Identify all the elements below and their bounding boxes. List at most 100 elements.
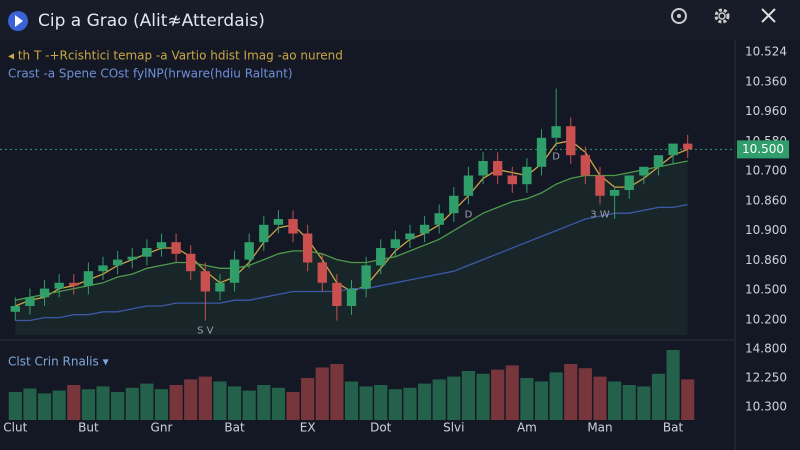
volume-axis-label: 12.250 [745,371,787,385]
candle-body [200,271,211,292]
close-button[interactable] [761,8,776,23]
volume-bar [608,381,622,420]
candle-body [376,248,386,266]
volume-bar [666,350,680,420]
volume-bar [8,392,22,420]
candle-body [361,265,371,289]
candle-body [390,239,401,248]
x-axis-label: Slvi [443,421,464,435]
candle-body [346,288,357,306]
candle-body [98,265,108,272]
target-button[interactable] [671,8,687,24]
candle-body [609,190,620,196]
volume-bar [286,392,300,420]
volume-bar [432,379,446,420]
x-axis-label: Clut [3,421,27,435]
candle-body [54,282,64,289]
play-glyph [15,15,23,27]
x-axis-label: Bat [663,421,684,435]
candle-body [580,155,591,176]
candle-body [683,143,693,150]
candle-body [419,224,430,234]
candle-body [288,219,298,234]
candle-body [10,306,20,312]
volume-bar [330,364,344,420]
annotation: 3 W [590,210,610,221]
candle-body [112,259,123,266]
legend-line: Crast -a Spene COst fylNP(hrware(hdiu Ra… [8,67,293,81]
volume-bar [461,371,476,420]
candle-body [463,175,474,196]
volume-bar [359,386,373,420]
volume-bar [301,378,315,420]
candle-body [551,126,561,138]
y-axis-label: 10.500 [745,283,787,297]
volume-bar [52,390,66,420]
candle-body [434,213,444,225]
volume-title: Clst Crin Rnalis ▾ [8,355,109,369]
candle-body [156,242,167,248]
volume-bar [549,372,563,420]
y-axis-label: 10.524 [745,45,787,59]
candle-body [127,256,137,260]
volume-bar [374,385,388,420]
volume-bar [184,379,198,420]
volume-bar [403,387,417,420]
last-price-label: 10.500 [742,142,784,156]
x-axis-label: Dot [370,421,392,435]
volume-bar [169,385,183,420]
y-axis-label: 10.700 [745,164,787,178]
x-axis-label: Gnr [151,421,173,435]
volume-bar [37,393,52,420]
volume-bar [388,389,402,420]
ma-area [15,161,688,335]
volume-bar [491,369,505,420]
volume-bar [505,365,519,420]
candle-body [229,259,240,283]
volume-bar [242,390,256,420]
annotation: D [465,210,473,221]
moving-average [15,160,688,301]
volume-bar [476,373,490,420]
volume-bar [564,364,578,420]
candle-body [668,143,678,156]
candle-body [492,161,503,176]
candle-body [405,233,415,240]
volume-bar [344,381,359,420]
candle-body [449,195,459,214]
y-axis-label: 10.200 [745,313,787,327]
y-axis-label: 10.860 [745,253,787,267]
candle-body [522,166,532,185]
volume-bar [271,387,285,420]
candle-body [478,161,488,176]
settings-button[interactable] [714,8,730,24]
candle-body [83,271,94,286]
title-bar [0,0,800,40]
volume-bar [315,367,329,420]
candle-body [244,242,254,260]
volume-bar [125,387,139,420]
volume-bar [198,376,212,420]
legend-line: ◂ th T -+Rcishtici temap -a Vartio hdist… [8,49,343,63]
candle-body [302,233,313,263]
candle-body [653,155,664,167]
candle-body [171,242,181,254]
volume-bar [67,385,81,420]
candle-body [69,282,79,286]
window-title: Cip a Grao (Alit≉Atterdais) [38,11,265,31]
volume-bar [111,392,125,420]
x-axis-label: Man [587,421,612,435]
volume-bar [227,386,242,420]
x-axis-label: Bat [224,421,245,435]
candle-body [507,175,517,185]
volume-bar [96,386,110,420]
candle-body [624,175,634,190]
last-price-box [737,140,789,159]
volume-bar [520,378,534,420]
candle-body [566,126,576,156]
x-axis-label: Am [517,421,537,435]
candle-body [186,253,196,272]
candle-body [39,288,50,298]
candle-body [639,166,649,176]
y-axis-label: 10.360 [745,74,787,88]
